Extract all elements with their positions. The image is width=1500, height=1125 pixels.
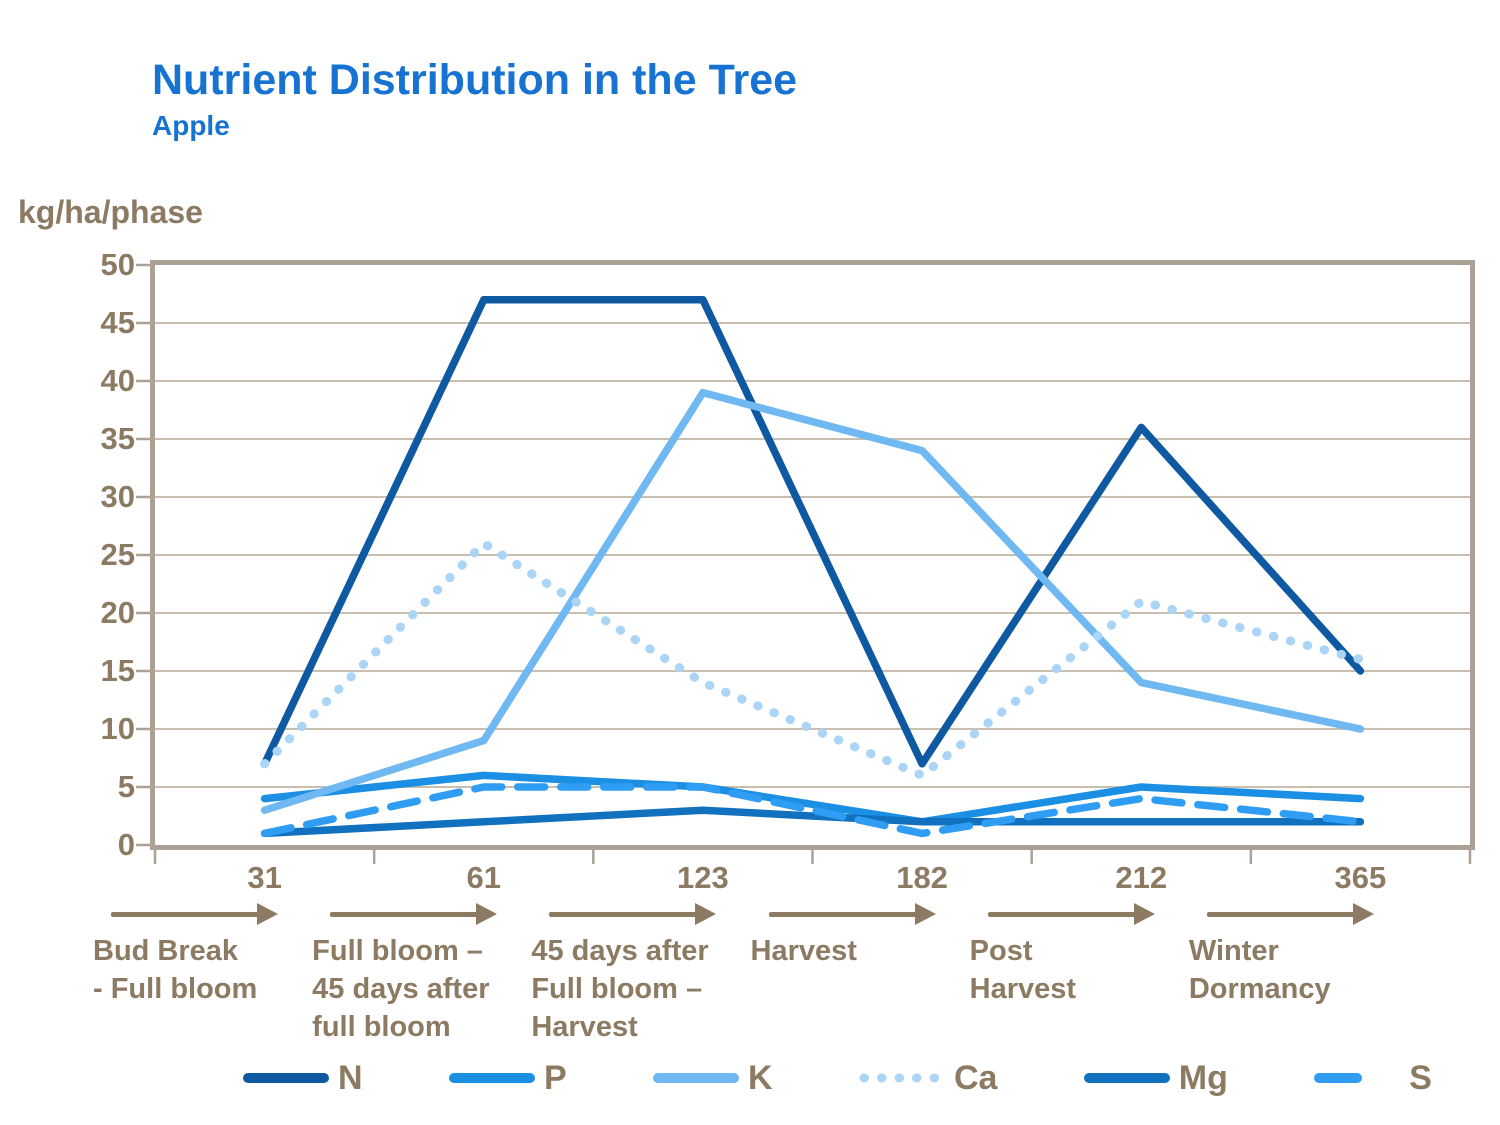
phase-arrow-icon: [768, 903, 936, 925]
legend-label: Ca: [953, 1058, 998, 1097]
chart-legend: N P K Ca Mg S: [242, 1050, 1432, 1106]
phase-label-line: Harvest: [531, 1011, 638, 1043]
phase-label: Winter Dormancy: [1189, 932, 1424, 1008]
legend-swatch-n-line-icon: [243, 1073, 329, 1083]
x-axis-tick-label: 212: [1115, 860, 1168, 895]
page-subtitle: Apple: [152, 110, 230, 141]
phase-label-line: Harvest: [750, 935, 857, 967]
legend-label: K: [748, 1058, 773, 1097]
phase-arrow-icon: [111, 903, 278, 925]
x-axis-tick-label: 182: [896, 860, 948, 895]
legend-swatch-p-line-icon: [448, 1073, 535, 1083]
series-line-ca: [260, 538, 1365, 780]
legend-item-p: P: [448, 1059, 567, 1098]
phase-label-line: Full bloom –: [312, 935, 483, 967]
legend-swatch-ca-line-icon: [859, 1073, 945, 1083]
plot-border: [150, 260, 1475, 850]
y-axis-tick-label: 20: [100, 595, 135, 630]
x-phase-212: 212 Post Harvest: [970, 860, 1251, 1075]
phase-label: Full bloom – 45 days after full bloom: [312, 932, 547, 1046]
phase-label-line: Winter: [1188, 935, 1279, 967]
y-axis-tick-label: 35: [100, 421, 135, 456]
y-axis-tick-label: 10: [100, 711, 135, 746]
phase-label-line: - Full bloom: [93, 973, 258, 1005]
y-axis-tick-label: 5: [117, 769, 135, 804]
phase-label-line: Post: [969, 935, 1033, 967]
phase-arrow-icon: [549, 903, 717, 925]
y-axis-tick-label: 15: [100, 653, 135, 688]
x-phase-61: 61 Full bloom – 45 days after full bloom: [312, 860, 593, 1075]
phase-label: 45 days after Full bloom – Harvest: [531, 932, 766, 1046]
series-line-s: [260, 783, 1365, 838]
chart-plot-area: [136, 260, 1475, 864]
series-line-k: [260, 388, 1365, 814]
nutrient-line-chart: [136, 260, 1475, 864]
legend-item-ca: Ca: [858, 1059, 997, 1098]
x-phase-31: 31 Bud Break - Full bloom: [93, 860, 374, 1075]
phase-label: Bud Break - Full bloom: [93, 932, 328, 1008]
phase-arrow-icon: [330, 903, 498, 925]
phase-arrow-icon: [1206, 903, 1374, 925]
y-axis-tick-label: 0: [117, 827, 135, 862]
phase-label: Post Harvest: [970, 932, 1205, 1008]
phase-label-line: full bloom: [312, 1011, 451, 1043]
x-phase-365: 365 Winter Dormancy: [1189, 860, 1470, 1075]
x-axis-tick-label: 123: [677, 860, 729, 895]
page-title: Nutrient Distribution in the Tree: [152, 56, 798, 104]
phase-arrow-icon: [987, 903, 1155, 925]
y-axis-tick-label: 40: [100, 363, 135, 398]
legend-swatch-mg-line-icon: [1083, 1073, 1170, 1083]
y-axis-tick-label: 25: [100, 537, 135, 572]
legend-label: Mg: [1178, 1058, 1228, 1097]
phase-label-line: Dormancy: [1188, 973, 1331, 1005]
x-axis-tick-label: 31: [247, 860, 282, 895]
legend-item-mg: Mg: [1083, 1059, 1228, 1098]
x-axis-tick-label: 365: [1334, 860, 1387, 895]
phase-label-line: Bud Break: [93, 935, 239, 967]
legend-swatch-k-line-icon: [653, 1073, 739, 1083]
phase-label-line: 45 days after: [531, 935, 709, 967]
series-line-mg: [260, 806, 1365, 838]
phase-label-line: 45 days after: [312, 973, 490, 1005]
y-axis-unit-label: kg/ha/phase: [18, 194, 203, 230]
legend-label: N: [338, 1058, 363, 1097]
y-axis-tick-label: 50: [100, 247, 135, 282]
y-axis-tick-label: 30: [100, 479, 135, 514]
x-phase-182: 182 Harvest: [751, 860, 1032, 1075]
y-axis-tick-label: 45: [100, 305, 135, 340]
x-axis-tick-label: 61: [466, 860, 501, 895]
legend-item-n: N: [242, 1059, 363, 1098]
phase-label: Harvest: [751, 932, 986, 970]
phase-label-line: Harvest: [969, 973, 1077, 1005]
x-phase-123: 123 45 days after Full bloom – Harvest: [531, 860, 812, 1075]
phase-label-line: Full bloom –: [531, 973, 703, 1005]
legend-label: P: [543, 1058, 567, 1097]
series-line-n: [260, 296, 1365, 768]
legend-swatch-s-line-icon: [1314, 1073, 1363, 1083]
legend-item-k: K: [652, 1059, 773, 1098]
legend-item-s: S: [1313, 1059, 1432, 1098]
series-line-p: [260, 771, 1365, 826]
legend-label: S: [1409, 1058, 1432, 1097]
